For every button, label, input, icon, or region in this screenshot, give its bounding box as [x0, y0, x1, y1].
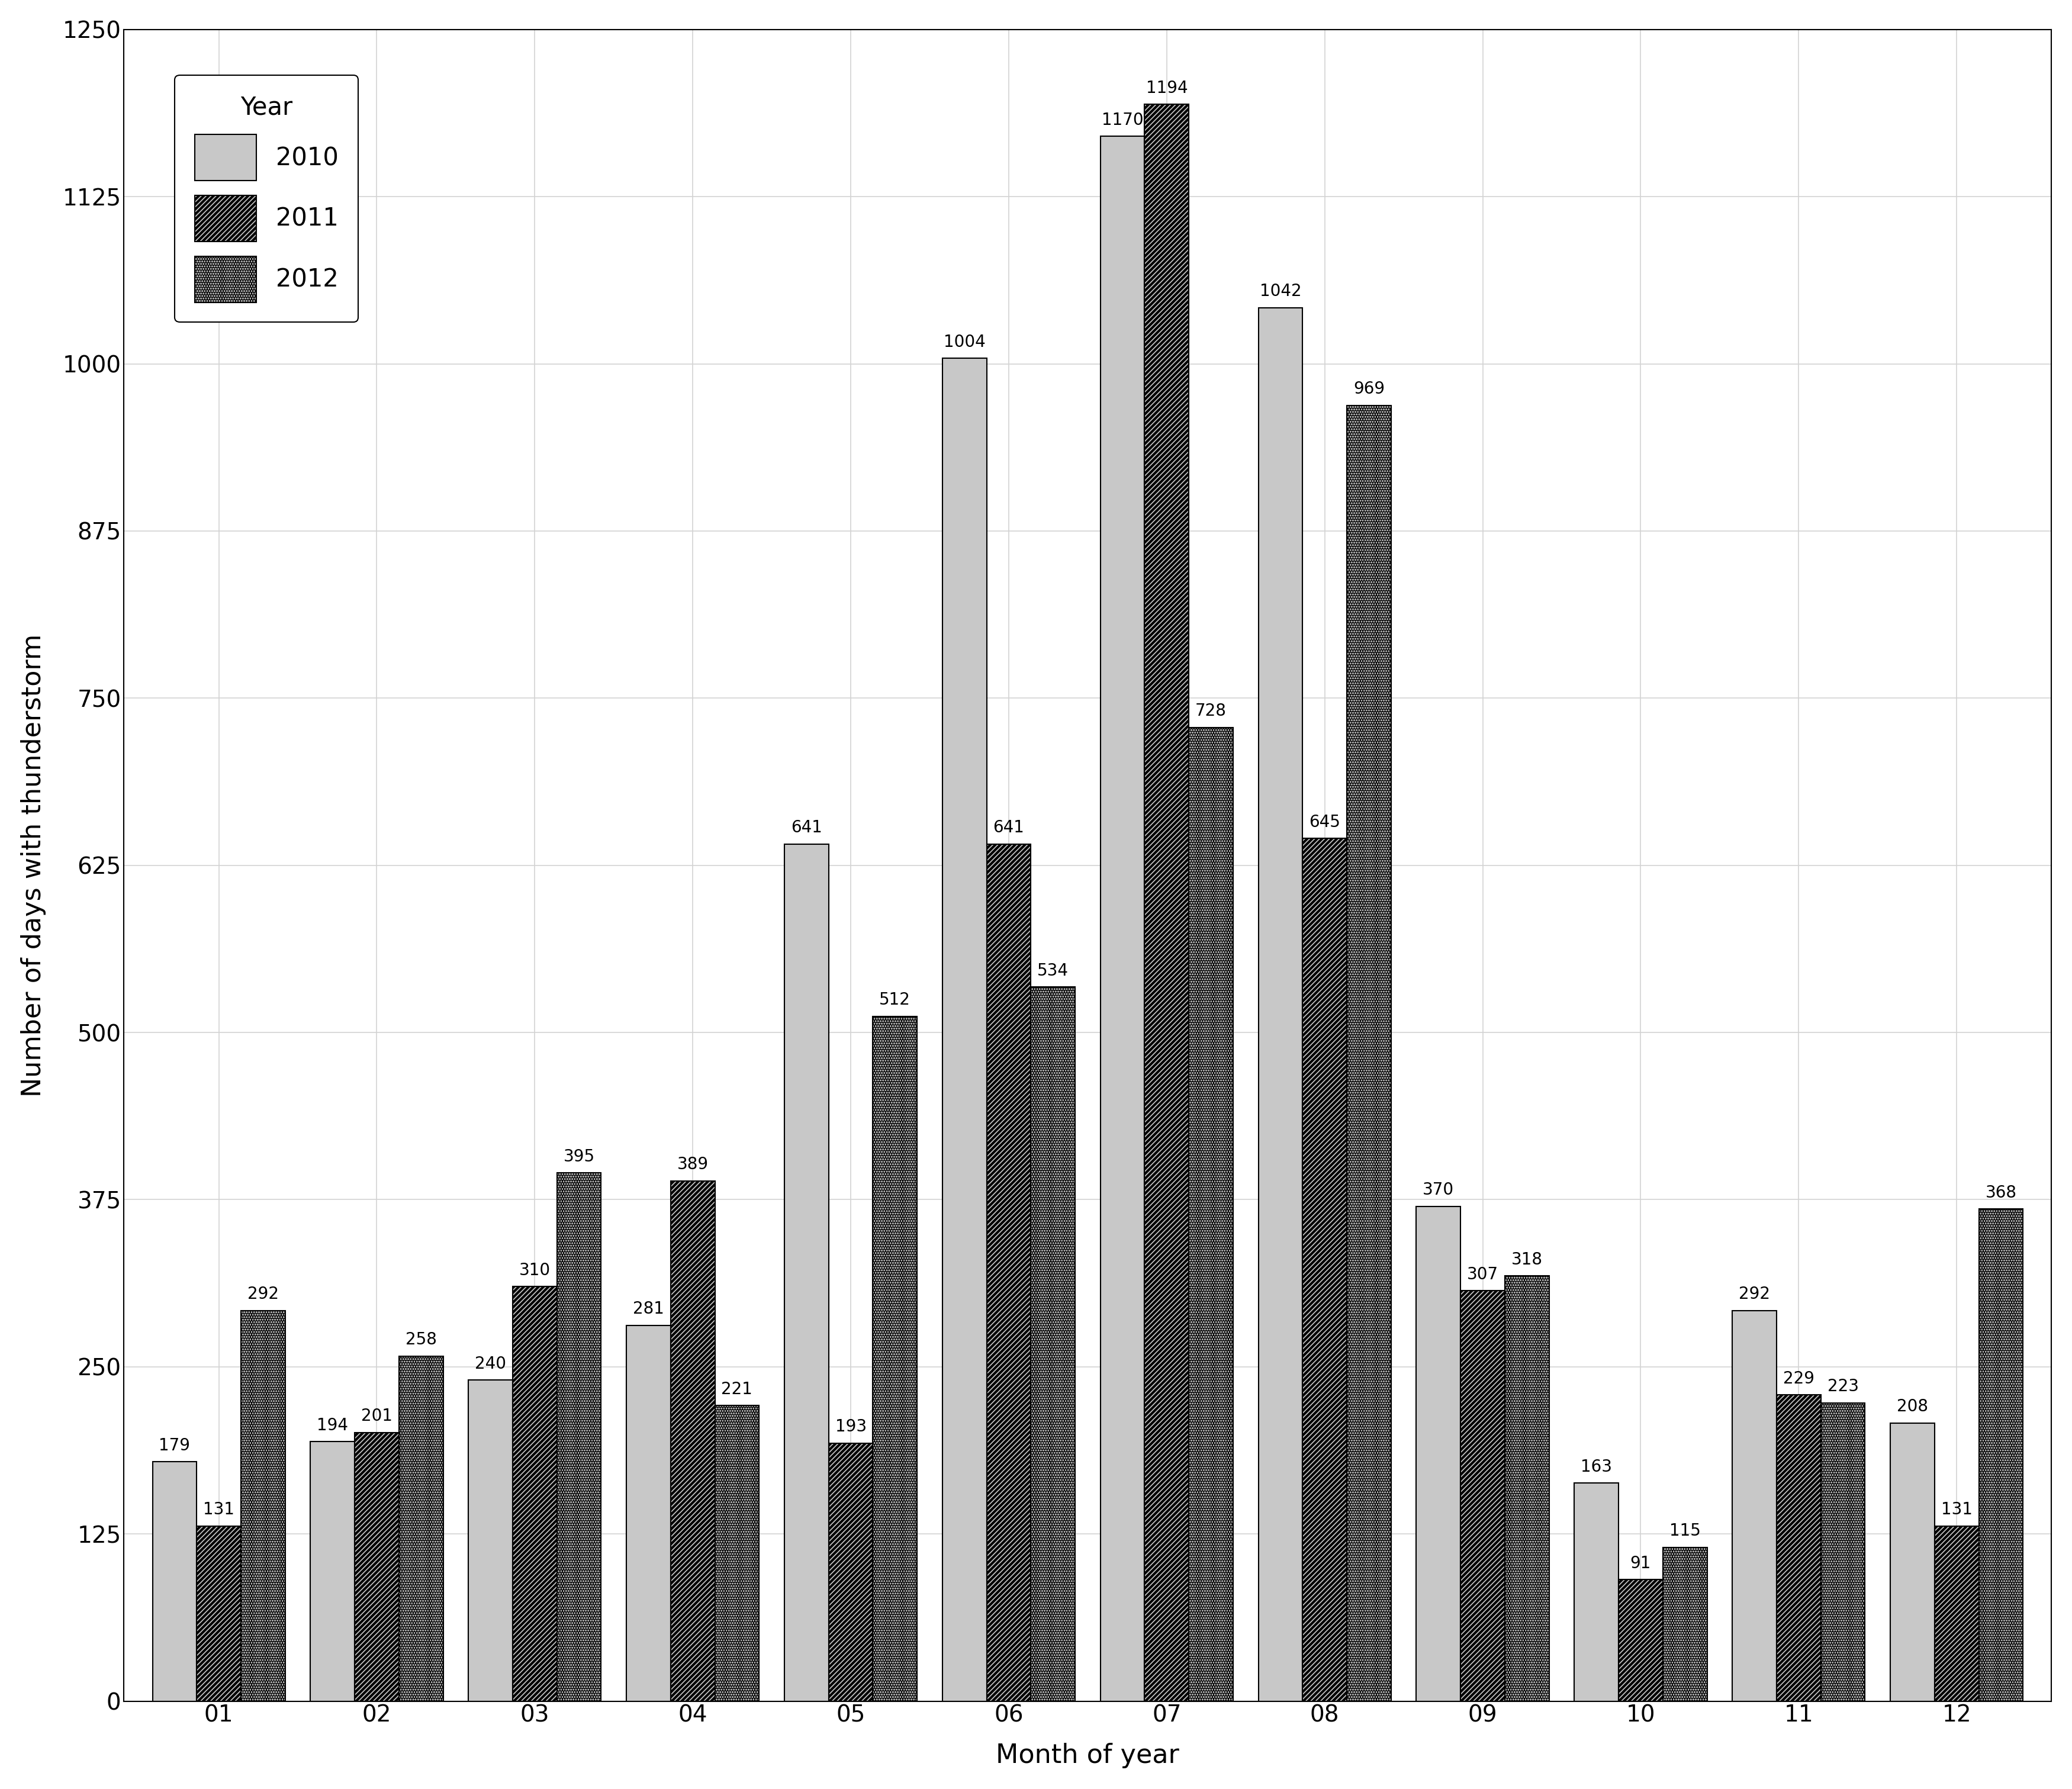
Bar: [354, 1433, 400, 1701]
Text: 395: 395: [564, 1149, 595, 1165]
Bar: [986, 844, 1032, 1701]
Text: 645: 645: [1310, 814, 1341, 830]
Bar: [1100, 136, 1144, 1701]
Text: 292: 292: [1738, 1286, 1769, 1302]
Bar: [1890, 1422, 1935, 1701]
Bar: [715, 1406, 758, 1701]
X-axis label: Month of year: Month of year: [997, 1742, 1179, 1769]
Bar: [1979, 1209, 2022, 1701]
Bar: [468, 1379, 512, 1701]
Text: 193: 193: [835, 1419, 866, 1435]
Bar: [1032, 988, 1075, 1701]
Text: 194: 194: [317, 1417, 348, 1433]
Bar: [557, 1174, 601, 1701]
Bar: [626, 1326, 671, 1701]
Bar: [311, 1442, 354, 1701]
Bar: [400, 1356, 443, 1701]
Text: 1004: 1004: [943, 335, 986, 351]
Text: 1170: 1170: [1102, 113, 1144, 129]
Text: 91: 91: [1631, 1555, 1651, 1571]
Text: 229: 229: [1784, 1370, 1815, 1386]
Bar: [1417, 1206, 1461, 1701]
Bar: [153, 1462, 197, 1701]
Text: 310: 310: [520, 1261, 551, 1279]
Text: 292: 292: [247, 1286, 280, 1302]
Text: 240: 240: [474, 1356, 506, 1372]
Text: 115: 115: [1670, 1522, 1701, 1539]
Text: 307: 307: [1467, 1267, 1498, 1283]
Text: 318: 318: [1510, 1251, 1544, 1268]
Text: 131: 131: [1941, 1501, 1973, 1517]
Text: 179: 179: [160, 1437, 191, 1454]
Bar: [1618, 1580, 1664, 1701]
Text: 163: 163: [1581, 1458, 1612, 1476]
Text: 728: 728: [1196, 703, 1227, 719]
Bar: [1821, 1403, 1865, 1701]
Bar: [240, 1311, 286, 1701]
Bar: [1935, 1526, 1979, 1701]
Bar: [1732, 1311, 1776, 1701]
Bar: [1504, 1276, 1550, 1701]
Text: 512: 512: [879, 991, 910, 1009]
Text: 641: 641: [792, 819, 823, 835]
Text: 201: 201: [361, 1408, 392, 1424]
Text: 208: 208: [1896, 1399, 1929, 1415]
Text: 368: 368: [1985, 1184, 2016, 1200]
Text: 281: 281: [632, 1301, 665, 1317]
Text: 534: 534: [1038, 962, 1069, 979]
Text: 258: 258: [406, 1331, 437, 1349]
Text: 641: 641: [992, 819, 1024, 835]
Bar: [1776, 1395, 1821, 1701]
Bar: [1144, 104, 1189, 1701]
Bar: [197, 1526, 240, 1701]
Legend: 2010, 2011, 2012: 2010, 2011, 2012: [174, 75, 358, 322]
Bar: [1461, 1290, 1504, 1701]
Bar: [785, 844, 829, 1701]
Text: 969: 969: [1353, 381, 1384, 397]
Text: 389: 389: [678, 1156, 709, 1174]
Text: 131: 131: [203, 1501, 234, 1517]
Bar: [1575, 1483, 1618, 1701]
Bar: [1347, 406, 1390, 1701]
Bar: [943, 358, 986, 1701]
Bar: [1303, 839, 1347, 1701]
Y-axis label: Number of days with thunderstorm: Number of days with thunderstorm: [21, 633, 46, 1097]
Text: 1194: 1194: [1146, 81, 1187, 97]
Text: 370: 370: [1423, 1183, 1455, 1199]
Text: 1042: 1042: [1260, 283, 1301, 299]
Bar: [1189, 728, 1233, 1701]
Bar: [872, 1016, 918, 1701]
Bar: [512, 1286, 557, 1701]
Text: 221: 221: [721, 1381, 752, 1397]
Bar: [829, 1444, 872, 1701]
Bar: [1664, 1547, 1707, 1701]
Text: 223: 223: [1828, 1378, 1859, 1395]
Bar: [671, 1181, 715, 1701]
Bar: [1258, 308, 1303, 1701]
